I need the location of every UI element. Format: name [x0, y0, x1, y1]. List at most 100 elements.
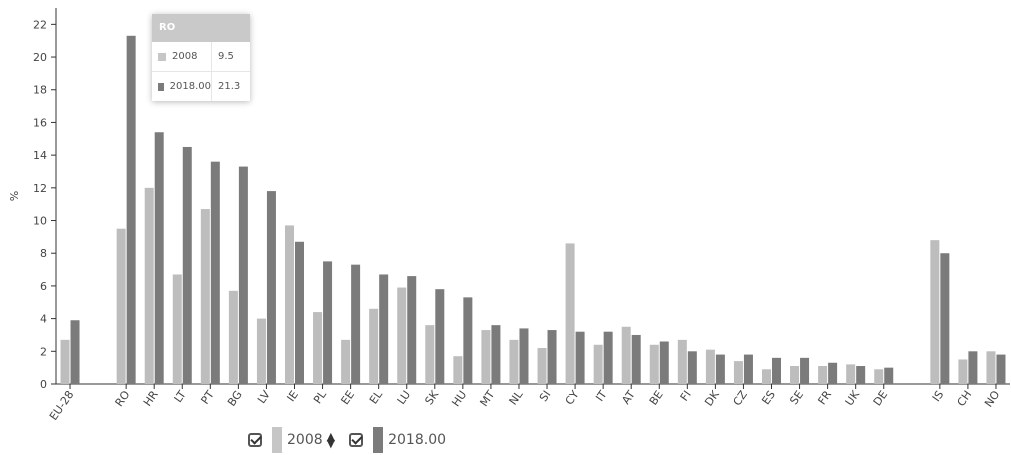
bar-2018-00-lt [182, 146, 192, 384]
x-tick-label-ie: IE [284, 388, 301, 404]
legend-item-2008[interactable]: 2008 ▲ ▼ [248, 427, 335, 453]
x-tick-label-nl: NL [507, 388, 526, 408]
y-tick-label: 10 [33, 215, 47, 228]
x-tick-label-lv: LV [255, 388, 273, 406]
tooltip-row-2008: 2008 9.5 [152, 42, 250, 72]
bar-2008-nl [509, 339, 519, 384]
tooltip-swatch-2018 [158, 82, 164, 91]
bar-2018-00-pt [210, 161, 220, 384]
bar-2018-00-it [603, 331, 613, 384]
legend-swatch-2018 [373, 427, 384, 453]
x-tick-label-si: SI [537, 388, 554, 404]
x-tick-label-dk: DK [702, 388, 722, 409]
bar-2018-00-ee [351, 264, 361, 384]
y-tick-label: 4 [40, 313, 47, 326]
x-tick-label-ee: EE [338, 388, 357, 407]
bar-2008-no [986, 351, 996, 384]
y-tick-label: 6 [40, 280, 47, 293]
x-tick-label-es: ES [759, 388, 778, 407]
x-tick-label-bg: BG [225, 388, 245, 408]
bar-2008-cz [733, 361, 743, 384]
bar-2018-00-at [631, 334, 641, 384]
sort-up-down-icon[interactable]: ▲ ▼ [326, 430, 336, 450]
tooltip-title: RO [152, 14, 250, 42]
legend-item-2018[interactable]: 2018.00 [349, 427, 446, 453]
bar-2018-00-nl [519, 328, 529, 384]
y-tick-label: 18 [33, 84, 47, 97]
chart-legend: 2008 ▲ ▼ 2018.00 [248, 425, 460, 455]
x-tick-label-cz: CZ [731, 388, 751, 408]
x-tick-label-fi: FI [678, 388, 694, 403]
bar-2018-00-es [772, 357, 781, 384]
bar-2018-00-el [379, 274, 389, 384]
x-tick-label-is: IS [930, 388, 947, 404]
bar-2008-hr [144, 187, 154, 384]
bar-2008-it [593, 344, 603, 384]
bar-2008-se [790, 366, 800, 384]
y-tick-label: 20 [33, 51, 47, 64]
bar-2008-is [930, 240, 940, 384]
bar-2018-00-pl [323, 261, 333, 384]
x-tick-label-lu: LU [395, 388, 413, 407]
x-tick-label-ch: CH [955, 388, 975, 409]
y-tick-label: 22 [33, 18, 47, 31]
bar-2008-eu-28 [60, 339, 70, 384]
x-tick-label-el: EL [367, 388, 386, 407]
bar-2018-00-hr [154, 132, 164, 384]
x-tick-label-pt: PT [198, 388, 216, 407]
x-tick-label-eu-28: EU-28 [47, 388, 77, 422]
bar-2018-00-eu-28 [70, 320, 80, 384]
bar-2008-fr [818, 366, 828, 384]
y-tick-label: 12 [33, 182, 47, 195]
x-tick-label-uk: UK [843, 388, 863, 409]
bar-2008-de [874, 369, 884, 384]
legend-swatch-2008 [272, 427, 282, 453]
bar-2018-00-sk [435, 289, 445, 384]
x-tick-label-no: NO [982, 388, 1003, 410]
x-tick-label-pl: PL [311, 388, 329, 407]
bar-2018-00-dk [715, 354, 725, 384]
bar-2008-es [762, 369, 771, 384]
x-tick-label-de: DE [871, 388, 891, 408]
legend-label-2008: 2008 [287, 432, 323, 448]
y-tick-label: 16 [33, 116, 47, 129]
bar-2018-00-fr [828, 362, 838, 384]
bar-2018-00-fi [687, 351, 697, 384]
bar-2018-00-se [800, 357, 810, 384]
bar-2008-uk [846, 364, 856, 384]
bar-2008-fi [677, 339, 687, 384]
bar-2008-pl [313, 312, 323, 384]
bar-2008-dk [705, 349, 715, 384]
x-tick-label-hu: HU [449, 388, 469, 409]
x-tick-label-se: SE [787, 388, 806, 407]
bar-2008-lt [172, 274, 182, 384]
bar-2018-00-de [884, 367, 894, 384]
bar-2008-at [621, 326, 631, 384]
chart-tooltip: RO 2008 9.5 2018.00 21.3 [152, 14, 250, 101]
bar-2008-cy [565, 243, 575, 384]
bar-2008-be [649, 344, 659, 384]
checkbox-checked-icon[interactable] [248, 433, 262, 447]
tooltip-value-2018: 21.3 [218, 81, 241, 92]
bar-2008-el [369, 308, 379, 384]
checkbox-checked-icon[interactable] [349, 433, 364, 447]
x-tick-label-fr: FR [815, 388, 834, 407]
bar-2018-00-si [547, 330, 557, 384]
bar-2008-hu [453, 356, 463, 384]
bar-2018-00-be [659, 341, 669, 384]
bar-2018-00-cz [743, 354, 753, 384]
bar-2008-bg [228, 290, 238, 384]
bar-2008-pt [200, 209, 210, 384]
y-tick-label: 2 [40, 345, 47, 358]
tooltip-swatch-2008 [158, 52, 166, 61]
legend-label-2018: 2018.00 [388, 432, 447, 448]
bar-2008-ee [341, 339, 351, 384]
bar-2018-00-is [940, 253, 950, 384]
x-tick-label-ro: RO [113, 388, 133, 409]
bar-2018-00-ro [126, 35, 136, 384]
bar-2018-00-no [996, 354, 1006, 384]
y-axis-label: % [8, 191, 21, 201]
bar-2008-lv [256, 318, 266, 384]
bar-2018-00-ie [295, 241, 304, 384]
bar-2018-00-cy [575, 331, 585, 384]
